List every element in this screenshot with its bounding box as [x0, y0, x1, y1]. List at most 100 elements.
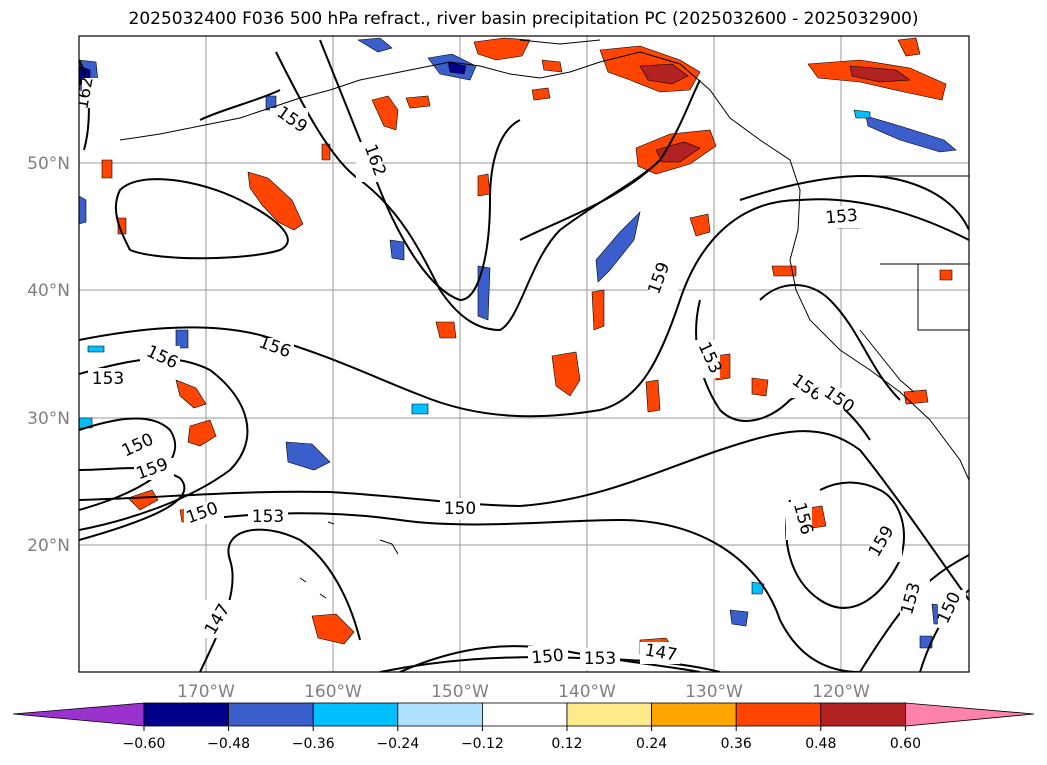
- shade-positive: [541, 59, 563, 73]
- contour-label: 153: [584, 649, 616, 669]
- coastline-hawaii: [299, 521, 399, 599]
- label-bg: [580, 648, 620, 670]
- shade-positive: [127, 489, 159, 511]
- state-borders: [880, 263, 969, 331]
- label-bg: [900, 580, 930, 618]
- contour-closed-west: [114, 178, 289, 260]
- colorbar-segment: [143, 702, 229, 727]
- shade-negative: [477, 265, 491, 321]
- colorbar-extend-high: [905, 702, 1035, 727]
- shade-negative: [729, 609, 749, 627]
- label-bg: [440, 498, 480, 520]
- shade-negative-weak: [411, 403, 429, 415]
- colorbar-label: −0.36: [292, 736, 335, 752]
- lat-label-20n: 20°N: [27, 536, 70, 556]
- colorbar-label: 0.60: [890, 736, 921, 752]
- shade-positive: [689, 213, 711, 237]
- label-bg: [818, 388, 858, 410]
- contour-150: [79, 417, 177, 511]
- label-bg: [270, 108, 308, 130]
- contour-north-west: [199, 89, 281, 121]
- shade-positive: [771, 265, 797, 277]
- precipitation-shading: [79, 37, 957, 661]
- label-bg: [254, 338, 294, 360]
- shade-negative: [865, 115, 957, 153]
- shade-positive: [473, 37, 531, 61]
- lat-label-30n: 30°N: [27, 409, 70, 429]
- shade-positive: [405, 95, 431, 109]
- colorbar-segment: [312, 702, 399, 727]
- shade-positive: [101, 159, 113, 179]
- shade-negative: [175, 329, 189, 349]
- colorbar-segment: [228, 702, 314, 727]
- contour-159-mid: [519, 79, 701, 241]
- label-bg: [528, 646, 568, 668]
- label-bg: [822, 206, 862, 228]
- colorbar-labels: −0.60 −0.48 −0.36 −0.24 −0.12 0.12 0.24 …: [123, 736, 921, 752]
- map-title: 2025032400 F036 500 hPa refract., river …: [128, 9, 919, 29]
- contour-150-main: [79, 430, 969, 601]
- colorbar-segment: [566, 702, 652, 727]
- colorbar-label: 0.12: [551, 736, 582, 752]
- lat-label-40n: 40°N: [27, 281, 70, 301]
- shade-positive: [939, 269, 953, 281]
- shade-positive: [371, 95, 399, 131]
- lon-label-160w: 160°W: [304, 682, 362, 702]
- border-us-mexico: [859, 329, 915, 393]
- contour-159: [79, 467, 186, 541]
- shade-positive: [435, 321, 457, 339]
- colorbar-label: −0.60: [123, 736, 166, 752]
- colorbar-segment: [397, 702, 483, 727]
- coastline-north-america: [119, 51, 969, 481]
- contour-159-south: [785, 481, 905, 609]
- label-bg: [120, 434, 160, 456]
- colorbar-segment: [735, 702, 822, 727]
- colorbar-extend-low: [12, 702, 145, 727]
- label-bg: [938, 590, 966, 628]
- lon-label-150w: 150°W: [431, 682, 489, 702]
- shade-positive: [175, 379, 207, 409]
- lon-label-130w: 130°W: [685, 682, 743, 702]
- lon-label-120w: 120°W: [812, 682, 870, 702]
- contour-label: 153: [825, 206, 859, 229]
- shade-negative: [357, 37, 393, 53]
- label-bg: [870, 524, 902, 562]
- label-bg: [204, 600, 236, 638]
- coastlines: [119, 39, 969, 599]
- contour-label: 150: [531, 646, 565, 669]
- shade-negative: [79, 195, 87, 225]
- contour-156: [79, 198, 969, 418]
- shade-negative-weak: [853, 109, 871, 119]
- lon-label-140w: 140°W: [558, 682, 616, 702]
- contour-labels: 162 159 162 156 153 156 150 159 150 153 …: [72, 75, 966, 670]
- label-bg: [248, 506, 288, 528]
- lat-label-50n: 50°N: [27, 154, 70, 174]
- latitude-labels: 50°N 40°N 30°N 20°N: [27, 154, 70, 556]
- shade-positive: [897, 37, 921, 57]
- contour-153-main: [199, 512, 861, 672]
- shade-positive: [247, 171, 304, 231]
- contour-label: 162: [72, 75, 97, 110]
- label-bg: [786, 502, 812, 540]
- contour-label: 153: [252, 507, 284, 527]
- map-frame: [78, 35, 970, 673]
- shade-positive-strong: [639, 63, 689, 85]
- shade-positive: [311, 613, 355, 645]
- colorbar: [12, 702, 1035, 727]
- contour-159-north: [275, 51, 661, 332]
- shade-positive: [645, 379, 661, 413]
- colorbar-segment: [820, 702, 906, 727]
- label-bg: [140, 346, 180, 368]
- shade-negative-weak: [751, 581, 765, 595]
- shade-negative: [285, 441, 331, 471]
- label-bg: [82, 78, 100, 108]
- lon-label-170w: 170°W: [177, 682, 235, 702]
- label-bg: [640, 642, 680, 664]
- shade-positive-strong: [849, 65, 911, 83]
- label-bg: [648, 260, 678, 298]
- label-bg: [88, 368, 128, 390]
- shade-positive: [591, 289, 605, 331]
- shade-negative: [595, 211, 641, 283]
- colorbar-ticks: [143, 726, 906, 731]
